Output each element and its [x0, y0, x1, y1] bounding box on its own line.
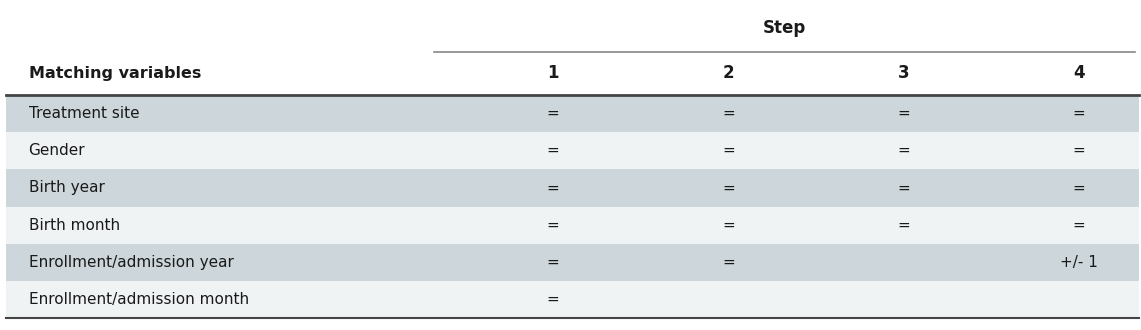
Text: Treatment site: Treatment site — [29, 106, 139, 121]
Text: =: = — [897, 143, 911, 158]
Text: =: = — [1073, 143, 1085, 158]
Text: =: = — [722, 143, 735, 158]
Text: =: = — [722, 217, 735, 233]
Text: =: = — [547, 217, 559, 233]
Text: Enrollment/admission year: Enrollment/admission year — [29, 255, 234, 270]
Text: Birth month: Birth month — [29, 217, 120, 233]
Text: =: = — [547, 255, 559, 270]
Text: 4: 4 — [1074, 64, 1085, 82]
Text: =: = — [1073, 106, 1085, 121]
Text: =: = — [1073, 217, 1085, 233]
Text: =: = — [547, 143, 559, 158]
Text: 1: 1 — [548, 64, 559, 82]
Text: Step: Step — [763, 19, 806, 37]
Text: =: = — [722, 255, 735, 270]
Text: +/- 1: +/- 1 — [1060, 255, 1098, 270]
Text: =: = — [897, 106, 911, 121]
Text: =: = — [547, 292, 559, 307]
FancyBboxPatch shape — [6, 95, 1139, 132]
FancyBboxPatch shape — [6, 281, 1139, 318]
Text: Enrollment/admission month: Enrollment/admission month — [29, 292, 249, 307]
Text: =: = — [897, 181, 911, 195]
FancyBboxPatch shape — [6, 244, 1139, 281]
FancyBboxPatch shape — [6, 207, 1139, 244]
Text: Gender: Gender — [29, 143, 86, 158]
FancyBboxPatch shape — [6, 132, 1139, 169]
Text: =: = — [897, 217, 911, 233]
Text: Birth year: Birth year — [29, 181, 104, 195]
Text: =: = — [1073, 181, 1085, 195]
Text: 2: 2 — [722, 64, 734, 82]
Text: =: = — [722, 106, 735, 121]
Text: 3: 3 — [898, 64, 909, 82]
Text: =: = — [547, 181, 559, 195]
FancyBboxPatch shape — [6, 169, 1139, 207]
Text: =: = — [722, 181, 735, 195]
Text: =: = — [547, 106, 559, 121]
Text: Matching variables: Matching variables — [29, 66, 201, 81]
